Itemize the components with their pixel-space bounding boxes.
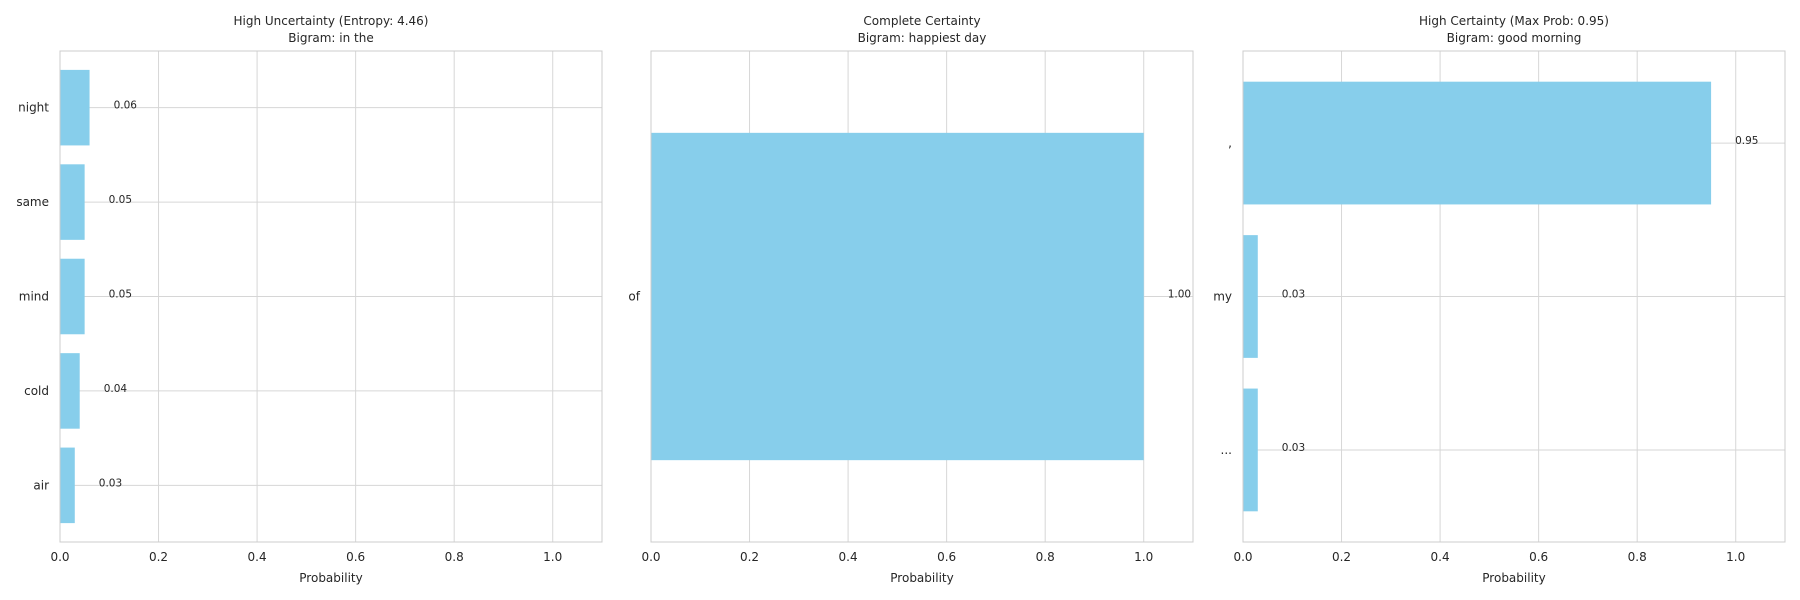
y-category-label: night [18, 101, 49, 115]
bar-0 [60, 69, 90, 146]
x-tick-label: 0.0 [641, 550, 660, 564]
x-tick-label: 0.6 [1529, 550, 1548, 564]
axes-frame [650, 50, 1194, 543]
bar-value-label: 0.05 [109, 194, 132, 206]
subplot-title: High Certainty (Max Prob: 0.95) [1419, 14, 1609, 28]
x-tick-label: 0.8 [1036, 550, 1055, 564]
subplot-high-certainty: High Certainty (Max Prob: 0.95) Bigram: … [1213, 14, 1786, 585]
x-tick-label: 0.0 [50, 550, 69, 564]
subplot-subtitle: Bigram: happiest day [858, 31, 987, 45]
axes-frame [59, 50, 603, 543]
x-tick-label: 0.2 [740, 550, 759, 564]
bar-4 [60, 447, 75, 524]
x-tick-label: 0.8 [1628, 550, 1647, 564]
x-tick-label: 0.8 [445, 550, 464, 564]
x-axis-label: Probability [299, 571, 362, 585]
bar-value-label: 0.03 [1282, 289, 1305, 301]
y-category-label: air [33, 478, 49, 492]
bar-value-label: 1.00 [1168, 289, 1191, 301]
bar-1 [1243, 235, 1258, 358]
bar-0 [1243, 81, 1712, 205]
y-category-label: same [16, 195, 49, 209]
x-tick-label: 0.2 [149, 550, 168, 564]
y-category-label: my [1213, 290, 1232, 304]
x-axis-label: Probability [1482, 571, 1545, 585]
bar-value-label: 0.03 [99, 477, 122, 489]
bar-value-label: 0.95 [1735, 135, 1758, 147]
subplot-title: Complete Certainty [863, 14, 980, 28]
x-tick-label: 0.6 [937, 550, 956, 564]
bar-2 [1243, 388, 1258, 512]
x-tick-label: 0.4 [839, 550, 858, 564]
bar-0 [651, 132, 1144, 461]
x-tick-label: 0.4 [1431, 550, 1450, 564]
subplot-title: High Uncertainty (Entropy: 4.46) [233, 14, 428, 28]
subplot-complete-certainty: Complete Certainty Bigram: happiest day … [628, 14, 1194, 585]
bar-3 [60, 353, 80, 429]
bar-value-label: 0.05 [109, 289, 132, 301]
subplot-subtitle: Bigram: in the [288, 31, 373, 45]
y-category-label: , [1228, 136, 1232, 150]
x-tick-label: 0.2 [1332, 550, 1351, 564]
axes-frame [1242, 50, 1786, 543]
x-tick-label: 1.0 [1134, 550, 1153, 564]
y-category-label: of [628, 290, 640, 304]
x-tick-label: 0.4 [248, 550, 267, 564]
y-category-label: cold [24, 384, 49, 398]
bar-2 [60, 258, 85, 335]
y-category-label: ... [1221, 443, 1232, 457]
x-tick-label: 1.0 [543, 550, 562, 564]
x-tick-label: 0.6 [346, 550, 365, 564]
subplot-high-uncertainty: High Uncertainty (Entropy: 4.46) Bigram:… [16, 14, 603, 585]
bar-value-label: 0.03 [1282, 442, 1305, 454]
subplot-subtitle: Bigram: good morning [1447, 31, 1582, 45]
x-tick-label: 1.0 [1726, 550, 1745, 564]
bar-value-label: 0.06 [114, 100, 138, 112]
x-axis-label: Probability [890, 571, 953, 585]
bar-1 [60, 164, 85, 240]
bar-value-label: 0.04 [104, 383, 128, 395]
y-category-label: mind [19, 290, 49, 304]
x-tick-label: 0.0 [1233, 550, 1252, 564]
